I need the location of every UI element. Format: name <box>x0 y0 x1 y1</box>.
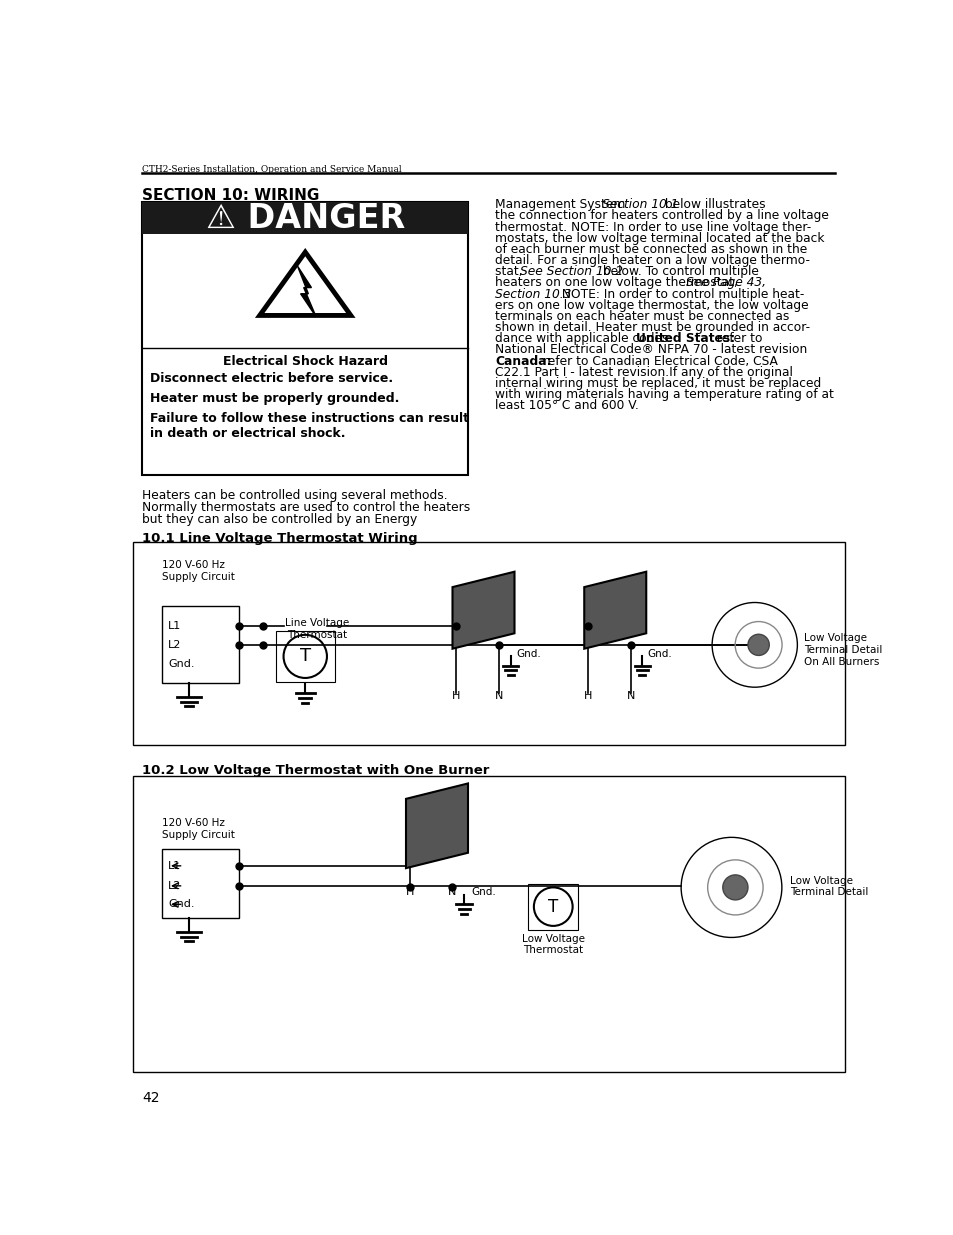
Text: H: H <box>405 888 414 898</box>
Text: Heater must be properly grounded.: Heater must be properly grounded. <box>150 391 399 405</box>
Text: United States:: United States: <box>635 332 734 346</box>
Text: of each burner must be connected as shown in the: of each burner must be connected as show… <box>495 243 806 256</box>
Text: N: N <box>495 692 502 701</box>
Polygon shape <box>406 783 468 868</box>
Text: Low Voltage
Terminal Detail
On All Burners: Low Voltage Terminal Detail On All Burne… <box>802 634 881 667</box>
Bar <box>162 848 239 918</box>
Text: below illustrates: below illustrates <box>660 199 765 211</box>
Text: L2: L2 <box>168 881 181 890</box>
Text: 42: 42 <box>142 1092 160 1105</box>
Text: National Electrical Code® NFPA 70 - latest revision: National Electrical Code® NFPA 70 - late… <box>495 343 806 357</box>
Text: shown in detail. Heater must be grounded in accor-: shown in detail. Heater must be grounded… <box>495 321 809 333</box>
Text: L1: L1 <box>168 861 181 871</box>
Text: Section 10.3: Section 10.3 <box>495 288 571 300</box>
Text: 120 V-60 Hz
Supply Circuit: 120 V-60 Hz Supply Circuit <box>162 561 234 582</box>
Text: Failure to follow these instructions can result
in death or electrical shock.: Failure to follow these instructions can… <box>150 411 469 440</box>
Bar <box>142 203 468 475</box>
Text: dance with applicable codes:: dance with applicable codes: <box>495 332 676 346</box>
Text: refer to: refer to <box>712 332 761 346</box>
Text: H: H <box>452 692 460 701</box>
Polygon shape <box>297 266 315 317</box>
Bar <box>528 883 578 930</box>
Text: SECTION 10: WIRING: SECTION 10: WIRING <box>142 188 319 204</box>
Text: Normally thermostats are used to control the heaters: Normally thermostats are used to control… <box>142 501 470 514</box>
Text: Low Voltage
Terminal Detail: Low Voltage Terminal Detail <box>789 876 867 898</box>
Text: terminals on each heater must be connected as: terminals on each heater must be connect… <box>495 310 789 322</box>
Text: ers on one low voltage thermostat, the low voltage: ers on one low voltage thermostat, the l… <box>495 299 808 311</box>
Text: Gnd.: Gnd. <box>168 659 194 669</box>
Text: Heaters can be controlled using several methods.: Heaters can be controlled using several … <box>142 489 448 501</box>
Text: N: N <box>626 692 635 701</box>
Bar <box>142 203 468 235</box>
Text: Disconnect electric before service.: Disconnect electric before service. <box>150 372 393 384</box>
Text: Gnd.: Gnd. <box>472 888 497 898</box>
Text: Management System.: Management System. <box>495 199 633 211</box>
Text: least 105° C and 600 V.: least 105° C and 600 V. <box>495 399 639 412</box>
Text: Electrical Shock Hazard: Electrical Shock Hazard <box>222 354 387 368</box>
Bar <box>133 542 843 745</box>
Text: L2: L2 <box>168 640 181 650</box>
Text: Gnd.: Gnd. <box>516 648 540 658</box>
Text: See Section 10.2: See Section 10.2 <box>519 266 622 278</box>
Text: Line Voltage
Thermostat: Line Voltage Thermostat <box>284 618 349 640</box>
Text: refer to Canadian Electrical Code, CSA: refer to Canadian Electrical Code, CSA <box>538 354 777 368</box>
Bar <box>162 606 239 683</box>
Text: N: N <box>448 888 456 898</box>
Bar <box>133 776 843 1072</box>
Text: C22.1 Part I - latest revision.If any of the original: C22.1 Part I - latest revision.If any of… <box>495 366 792 379</box>
Text: See Page 43,: See Page 43, <box>685 277 765 289</box>
Text: stat,: stat, <box>495 266 526 278</box>
Text: thermostat. NOTE: In order to use line voltage ther-: thermostat. NOTE: In order to use line v… <box>495 221 810 233</box>
Bar <box>275 631 335 682</box>
Text: CTH2-Series Installation, Operation and Service Manual: CTH2-Series Installation, Operation and … <box>142 165 402 174</box>
Text: the connection for heaters controlled by a line voltage: the connection for heaters controlled by… <box>495 210 828 222</box>
Text: H: H <box>583 692 592 701</box>
Text: but they can also be controlled by an Energy: but they can also be controlled by an En… <box>142 514 417 526</box>
Text: Gnd.: Gnd. <box>647 648 672 658</box>
Text: T: T <box>299 647 311 666</box>
Polygon shape <box>452 572 514 648</box>
Polygon shape <box>259 252 351 315</box>
Text: Section 10.1: Section 10.1 <box>601 199 678 211</box>
Text: mostats, the low voltage terminal located at the back: mostats, the low voltage terminal locate… <box>495 232 823 245</box>
Text: 10.2 Low Voltage Thermostat with One Burner: 10.2 Low Voltage Thermostat with One Bur… <box>142 764 489 777</box>
Circle shape <box>722 874 747 900</box>
Text: internal wiring must be replaced, it must be replaced: internal wiring must be replaced, it mus… <box>495 377 821 390</box>
Text: detail. For a single heater on a low voltage thermo-: detail. For a single heater on a low vol… <box>495 254 809 267</box>
Text: heaters on one low voltage thermostat,: heaters on one low voltage thermostat, <box>495 277 741 289</box>
Text: T: T <box>548 898 558 915</box>
Text: Gnd.: Gnd. <box>168 899 194 909</box>
Text: with wiring materials having a temperature rating of at: with wiring materials having a temperatu… <box>495 388 833 401</box>
Text: . NOTE: In order to control multiple heat-: . NOTE: In order to control multiple hea… <box>554 288 803 300</box>
Text: below. To control multiple: below. To control multiple <box>598 266 759 278</box>
Text: 120 V-60 Hz
Supply Circuit: 120 V-60 Hz Supply Circuit <box>162 818 234 840</box>
Text: 10.1 Line Voltage Thermostat Wiring: 10.1 Line Voltage Thermostat Wiring <box>142 531 417 545</box>
Text: Canada:: Canada: <box>495 354 551 368</box>
Circle shape <box>747 635 768 656</box>
Polygon shape <box>583 572 645 648</box>
Text: L1: L1 <box>168 621 181 631</box>
Text: Low Voltage
Thermostat: Low Voltage Thermostat <box>521 934 584 955</box>
Text: ⚠ DANGER: ⚠ DANGER <box>206 201 404 235</box>
